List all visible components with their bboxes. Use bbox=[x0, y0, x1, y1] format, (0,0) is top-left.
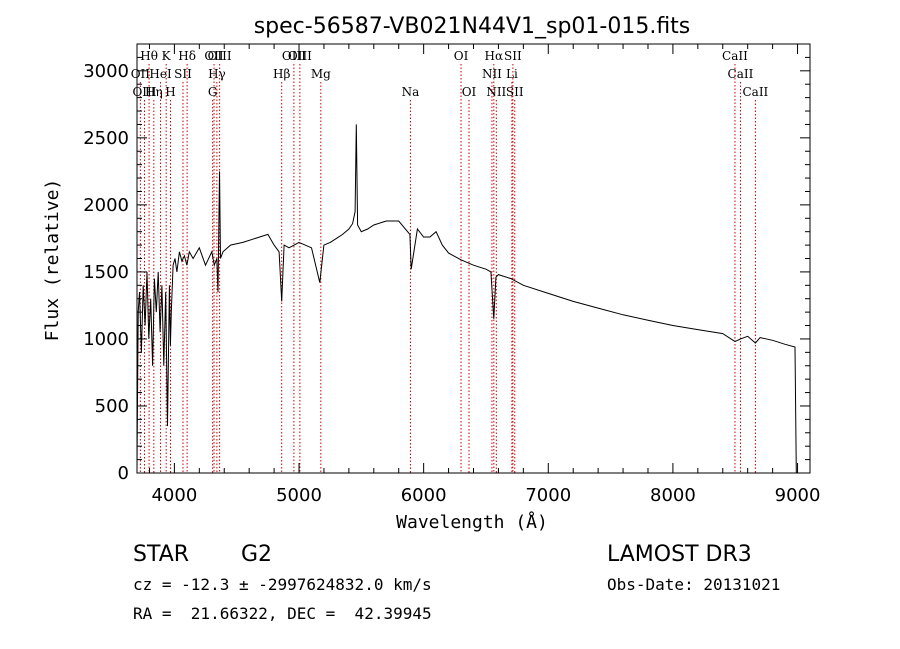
y-tick-label: 3000 bbox=[83, 61, 129, 82]
line-label: Mg bbox=[311, 67, 331, 81]
spectral-line-markers bbox=[139, 64, 756, 473]
line-label: K bbox=[162, 49, 172, 63]
y-tick-label: 2000 bbox=[83, 195, 129, 216]
chart-title: spec-56587-VB021N44V1_sp01-015.fits bbox=[254, 14, 691, 39]
observation-date: Obs-Date: 20131021 bbox=[607, 575, 780, 594]
line-label: OIII bbox=[132, 85, 156, 99]
line-label: SII bbox=[174, 67, 192, 81]
x-tick-label: 4000 bbox=[151, 485, 197, 506]
line-label: CaII bbox=[722, 49, 748, 63]
y-tick-label: 2500 bbox=[83, 128, 129, 149]
line-label: Hγ bbox=[208, 67, 226, 81]
line-label: OIII bbox=[208, 49, 232, 63]
x-axis-label: Wavelength (Å) bbox=[396, 511, 548, 533]
object-subclass: G2 bbox=[241, 542, 272, 567]
redshift-readout: cz = -12.3 ± -2997624832.0 km/s bbox=[133, 575, 432, 594]
y-tick-label: 1500 bbox=[83, 262, 129, 283]
line-label: G bbox=[208, 85, 218, 99]
line-label: SII bbox=[504, 49, 522, 63]
line-label: Na bbox=[402, 85, 420, 99]
line-label: Li bbox=[506, 67, 518, 81]
line-label: OIII bbox=[282, 49, 306, 63]
line-label: Hη bbox=[145, 85, 163, 99]
line-label: Hα bbox=[485, 49, 504, 63]
y-tick-label: 500 bbox=[95, 396, 129, 417]
x-tick-label: 6000 bbox=[401, 485, 447, 506]
x-tick-label: 7000 bbox=[525, 485, 571, 506]
line-label: OI bbox=[454, 49, 469, 63]
line-label: CaII bbox=[728, 67, 754, 81]
line-label: SII bbox=[506, 85, 524, 99]
x-tick-label: 9000 bbox=[775, 485, 821, 506]
line-label: NII bbox=[482, 67, 502, 81]
line-label: CaII bbox=[742, 85, 768, 99]
line-label: Hβ bbox=[273, 67, 290, 81]
x-tick-label: 5000 bbox=[276, 485, 322, 506]
sky-coordinates: RA = 21.66322, DEC = 42.39945 bbox=[133, 604, 432, 623]
plot-frame bbox=[136, 43, 811, 474]
y-tick-label: 0 bbox=[118, 463, 129, 484]
line-label: Hθ bbox=[140, 49, 158, 63]
spectrum-line bbox=[136, 124, 798, 474]
line-label: OIII bbox=[288, 49, 312, 63]
line-label: H bbox=[165, 85, 175, 99]
line-label: NII bbox=[486, 85, 506, 99]
survey-name: LAMOST DR3 bbox=[607, 542, 752, 567]
y-tick-label: 1000 bbox=[83, 329, 129, 350]
y-axis-label: Flux (relative) bbox=[42, 179, 63, 342]
line-label: Hδ bbox=[178, 49, 196, 63]
object-type: STAR bbox=[133, 542, 189, 567]
line-label: HeI bbox=[149, 67, 172, 81]
line-label: OII bbox=[131, 67, 151, 81]
line-label: OII bbox=[204, 49, 224, 63]
x-tick-label: 8000 bbox=[650, 485, 696, 506]
axis-ticks: 4000 5000 6000 7000 8000 9000 0 500 1000 1500 2000… bbox=[83, 44, 820, 506]
line-label: OI bbox=[462, 85, 477, 99]
